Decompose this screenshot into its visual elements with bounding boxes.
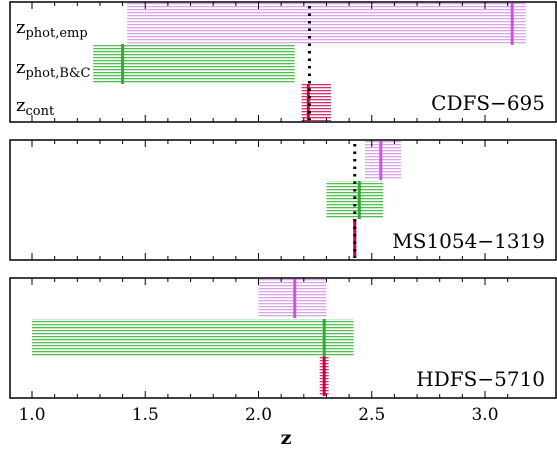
panel-frame-3: [9, 277, 557, 399]
range-phot-bc-panel-1: [93, 44, 295, 84]
panel-2: MS1054−1319: [9, 139, 557, 261]
row-label-3: zcont: [16, 95, 55, 119]
x-tick-label: 3.0: [471, 405, 498, 425]
row-label-2: zphot,B&C: [16, 57, 90, 81]
panel-1: CDFS−695 zphot,emp zphot,B&C zcont: [9, 1, 557, 123]
range-phot-emp-panel-2: [364, 141, 402, 180]
chart-panels: CDFS−695 zphot,emp zphot,B&C zcont MS1054−13…: [9, 1, 557, 399]
x-axis: 1.0 1.5 2.0 2.5 3.0 z: [18, 405, 498, 449]
range-cont-panel-1: [301, 84, 331, 121]
row-label-1: zphot,emp: [16, 17, 88, 41]
x-tick-label: 2.0: [245, 405, 272, 425]
range-phot-bc-panel-3: [32, 319, 354, 357]
range-phot-emp-panel-1: [127, 3, 526, 45]
panel-name-1: CDFS−695: [431, 91, 545, 115]
panel-name-2: MS1054−1319: [392, 229, 545, 253]
x-axis-label: z: [281, 427, 292, 449]
x-tick-label: 1.5: [132, 405, 159, 425]
panel-frame-1: [9, 1, 557, 123]
panel-name-3: HDFS−5710: [416, 367, 545, 391]
range-phot-emp-panel-3: [258, 279, 327, 318]
x-tick-label: 2.5: [358, 405, 385, 425]
panel-frame-2: [9, 139, 557, 261]
panel-3: HDFS−5710: [9, 277, 557, 399]
x-tick-label: 1.0: [18, 405, 45, 425]
